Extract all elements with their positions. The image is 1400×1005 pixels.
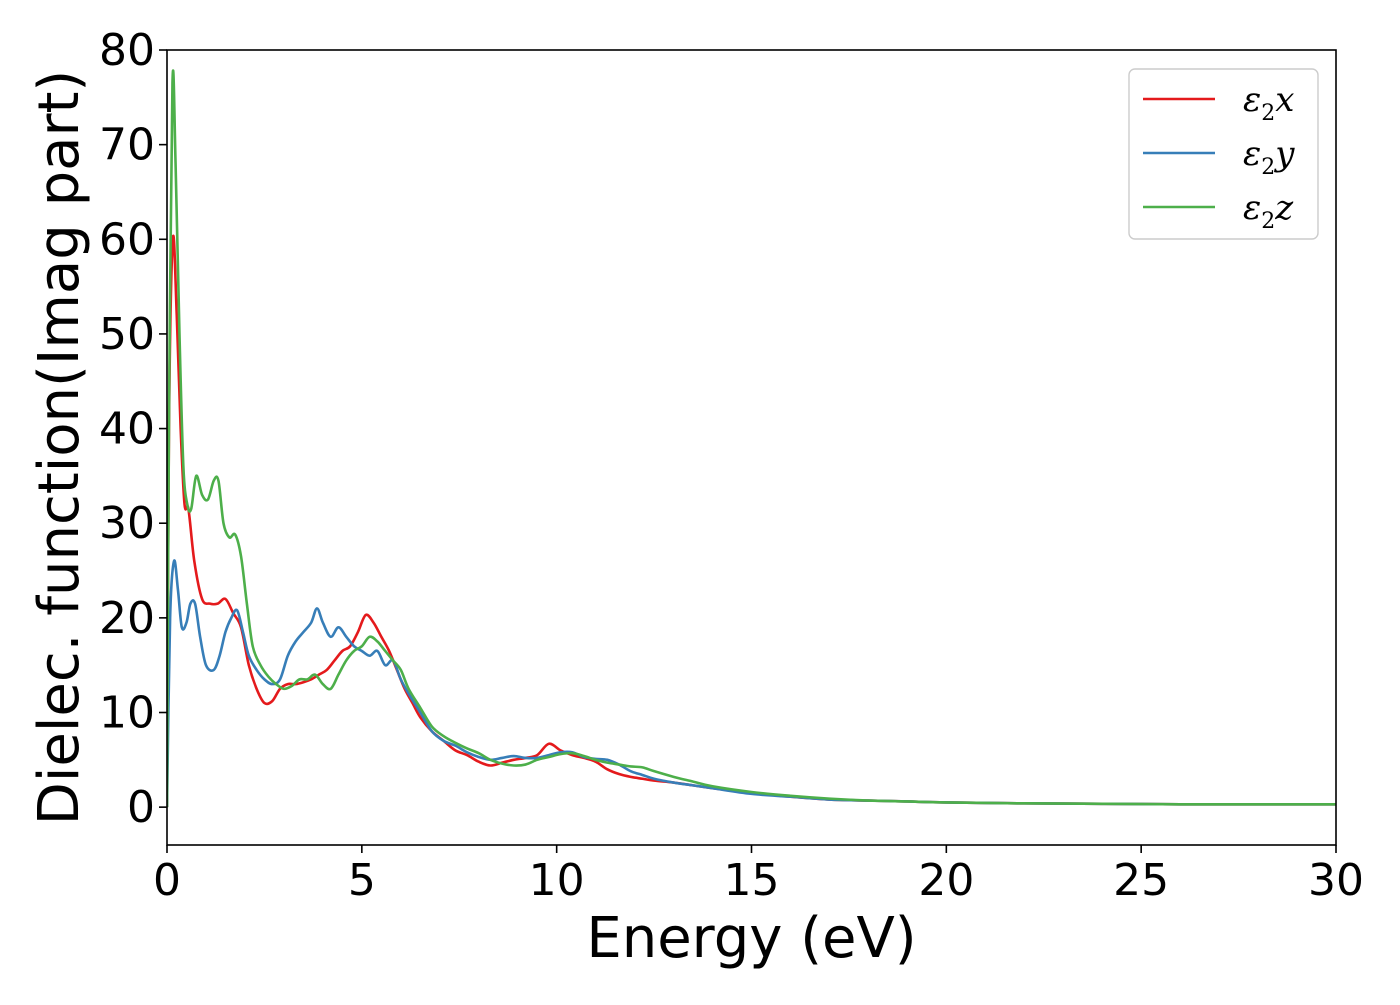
x-tick-label: 20 xyxy=(918,855,974,906)
legend: ε2x ε2y ε2z xyxy=(1128,68,1319,240)
legend-label-x: ε2x xyxy=(1243,80,1294,126)
y-axis-ticks: 0 10 20 30 40 50 60 70 80 xyxy=(99,25,167,833)
series-line-x xyxy=(167,234,1336,808)
series-line-y xyxy=(167,559,1336,808)
x-tick-label: 30 xyxy=(1308,855,1364,906)
series-layer xyxy=(167,69,1336,808)
legend-label-z: ε2z xyxy=(1243,188,1294,234)
x-tick-label: 15 xyxy=(724,855,780,906)
series-line-z xyxy=(167,69,1336,808)
y-tick-label: 50 xyxy=(99,309,155,360)
y-axis-label: Dielec. function(Imag part) xyxy=(27,70,92,826)
y-tick-label: 60 xyxy=(99,214,155,265)
x-tick-label: 0 xyxy=(153,855,181,906)
y-tick-label: 80 xyxy=(99,25,155,76)
legend-label-y: ε2y xyxy=(1243,134,1295,180)
y-tick-label: 70 xyxy=(99,120,155,171)
y-tick-label: 40 xyxy=(99,404,155,455)
x-tick-label: 10 xyxy=(529,855,585,906)
y-tick-label: 10 xyxy=(99,688,155,739)
y-tick-label: 0 xyxy=(127,782,155,833)
x-tick-label: 5 xyxy=(348,855,376,906)
x-tick-label: 25 xyxy=(1113,855,1169,906)
legend-box xyxy=(1128,68,1319,240)
x-axis-label: Energy (eV) xyxy=(586,906,916,971)
x-axis-ticks: 0 5 10 15 20 25 30 xyxy=(153,845,1364,906)
y-tick-label: 20 xyxy=(99,593,155,644)
y-tick-label: 30 xyxy=(99,498,155,549)
